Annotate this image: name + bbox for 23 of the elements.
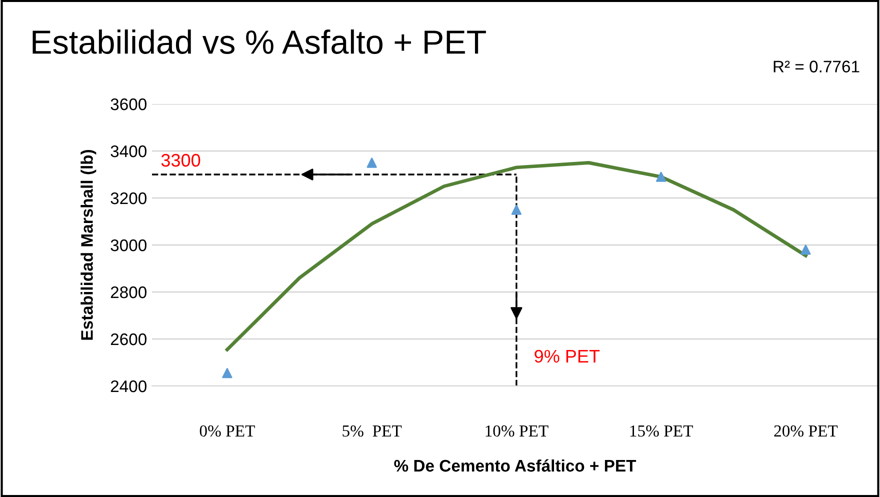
y-tick-label: 2400 bbox=[110, 380, 146, 392]
x-tick-label: 5% PET bbox=[342, 425, 402, 437]
y-tick-label: 3600 bbox=[110, 98, 146, 110]
point bbox=[511, 204, 522, 215]
text: R² = 0.7761 bbox=[774, 60, 860, 72]
point bbox=[800, 244, 811, 255]
point bbox=[656, 172, 666, 182]
x-tick-label: 0% PET bbox=[200, 425, 255, 437]
ref-line-label: 3300 bbox=[161, 154, 200, 167]
ref-line-label: 9% PET bbox=[534, 350, 600, 363]
point bbox=[222, 368, 232, 378]
chart-title: Estabilidad vs % Asfalto + PET bbox=[32, 29, 486, 54]
y-tick-label: 3400 bbox=[110, 145, 146, 158]
y-tick-label: 3200 bbox=[110, 192, 146, 204]
x-tick-label: 15% PET bbox=[630, 425, 693, 437]
x-axis-title: % De Cemento Asfáltico + PET bbox=[394, 459, 636, 472]
x-tick-label: 20% PET bbox=[774, 425, 838, 437]
point bbox=[366, 158, 377, 168]
y-tick-label: 2600 bbox=[110, 333, 146, 346]
y-tick-label: 2800 bbox=[110, 286, 146, 298]
y-tick-label: 3000 bbox=[110, 239, 146, 252]
y-axis-title: Estabilidad Marshall (lb) bbox=[80, 150, 96, 340]
x-tick-label: 10% PET bbox=[486, 425, 548, 437]
